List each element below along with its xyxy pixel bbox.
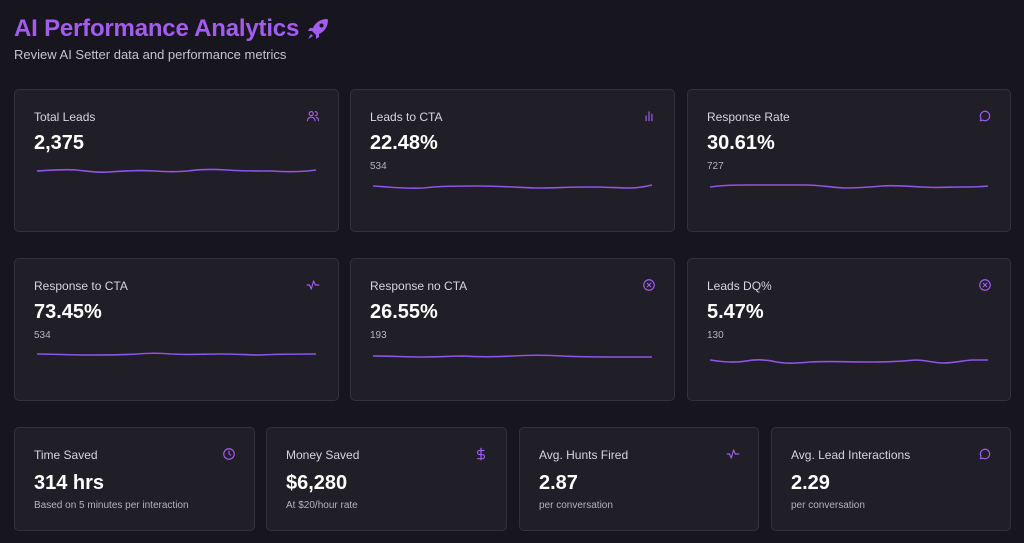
card-label: Leads to CTA [370,110,443,124]
bar-chart-icon [642,109,656,123]
page-subtitle: Review AI Setter data and performance me… [14,47,287,62]
card-label: Time Saved [34,448,98,462]
metric-card-response-to-cta: Response to CTA 73.45% 534 [14,258,339,401]
card-label: Response Rate [707,110,790,124]
clock-icon [222,447,236,461]
card-value: 314 hrs [34,472,105,494]
sparkline-chart [37,160,316,180]
sparkline-chart [710,177,988,197]
page-title: AI Performance Analytics [14,15,300,42]
message-circle-icon [978,447,992,461]
card-value: 73.45% [34,301,102,323]
activity-icon [726,447,740,461]
card-value: 2.87 [539,472,578,494]
sparkline-chart [373,347,652,367]
card-subvalue: At $20/hour rate [286,500,358,511]
x-circle-icon [642,278,656,292]
activity-icon [306,278,320,292]
rocket-icon [305,16,331,42]
card-label: Leads DQ% [707,279,772,293]
card-subvalue: 534 [370,161,387,172]
x-circle-icon [978,278,992,292]
card-subvalue: 130 [707,330,724,341]
message-circle-icon [978,109,992,123]
card-subvalue: 727 [707,161,724,172]
card-label: Response no CTA [370,279,468,293]
sparkline-chart [373,177,652,197]
card-label: Avg. Lead Interactions [791,448,911,462]
metric-card-total-leads: Total Leads 2,375 [14,89,339,232]
metric-card-response-no-cta: Response no CTA 26.55% 193 [350,258,675,401]
summary-card-avg-lead-interactions: Avg. Lead Interactions 2.29 per conversa… [771,427,1011,531]
title-row: AI Performance Analytics [14,14,331,44]
metric-card-response-rate: Response Rate 30.61% 727 [687,89,1011,232]
card-subvalue: 534 [34,330,51,341]
card-value: 22.48% [370,132,438,154]
card-value: $6,280 [286,472,348,494]
card-label: Total Leads [34,110,96,124]
card-value: 30.61% [707,132,775,154]
card-label: Money Saved [286,448,360,462]
card-subvalue: 193 [370,330,387,341]
summary-card-avg-hunts-fired: Avg. Hunts Fired 2.87 per conversation [519,427,759,531]
card-label: Avg. Hunts Fired [539,448,629,462]
users-icon [306,109,320,123]
card-value: 2.29 [791,472,830,494]
summary-card-money-saved: Money Saved $6,280 At $20/hour rate [266,427,507,531]
sparkline-chart [710,351,988,371]
card-subvalue: per conversation [539,500,613,511]
metric-card-leads-dq: Leads DQ% 5.47% 130 [687,258,1011,401]
summary-card-time-saved: Time Saved 314 hrs Based on 5 minutes pe… [14,427,255,531]
page-header: AI Performance Analytics Review AI Sette… [14,14,331,62]
sparkline-chart [37,345,316,365]
metric-card-leads-to-cta: Leads to CTA 22.48% 534 [350,89,675,232]
card-label: Response to CTA [34,279,128,293]
card-subvalue: per conversation [791,500,865,511]
card-value: 2,375 [34,132,85,154]
dollar-icon [474,447,488,461]
card-value: 26.55% [370,301,438,323]
card-subvalue: Based on 5 minutes per interaction [34,500,189,511]
card-value: 5.47% [707,301,764,323]
